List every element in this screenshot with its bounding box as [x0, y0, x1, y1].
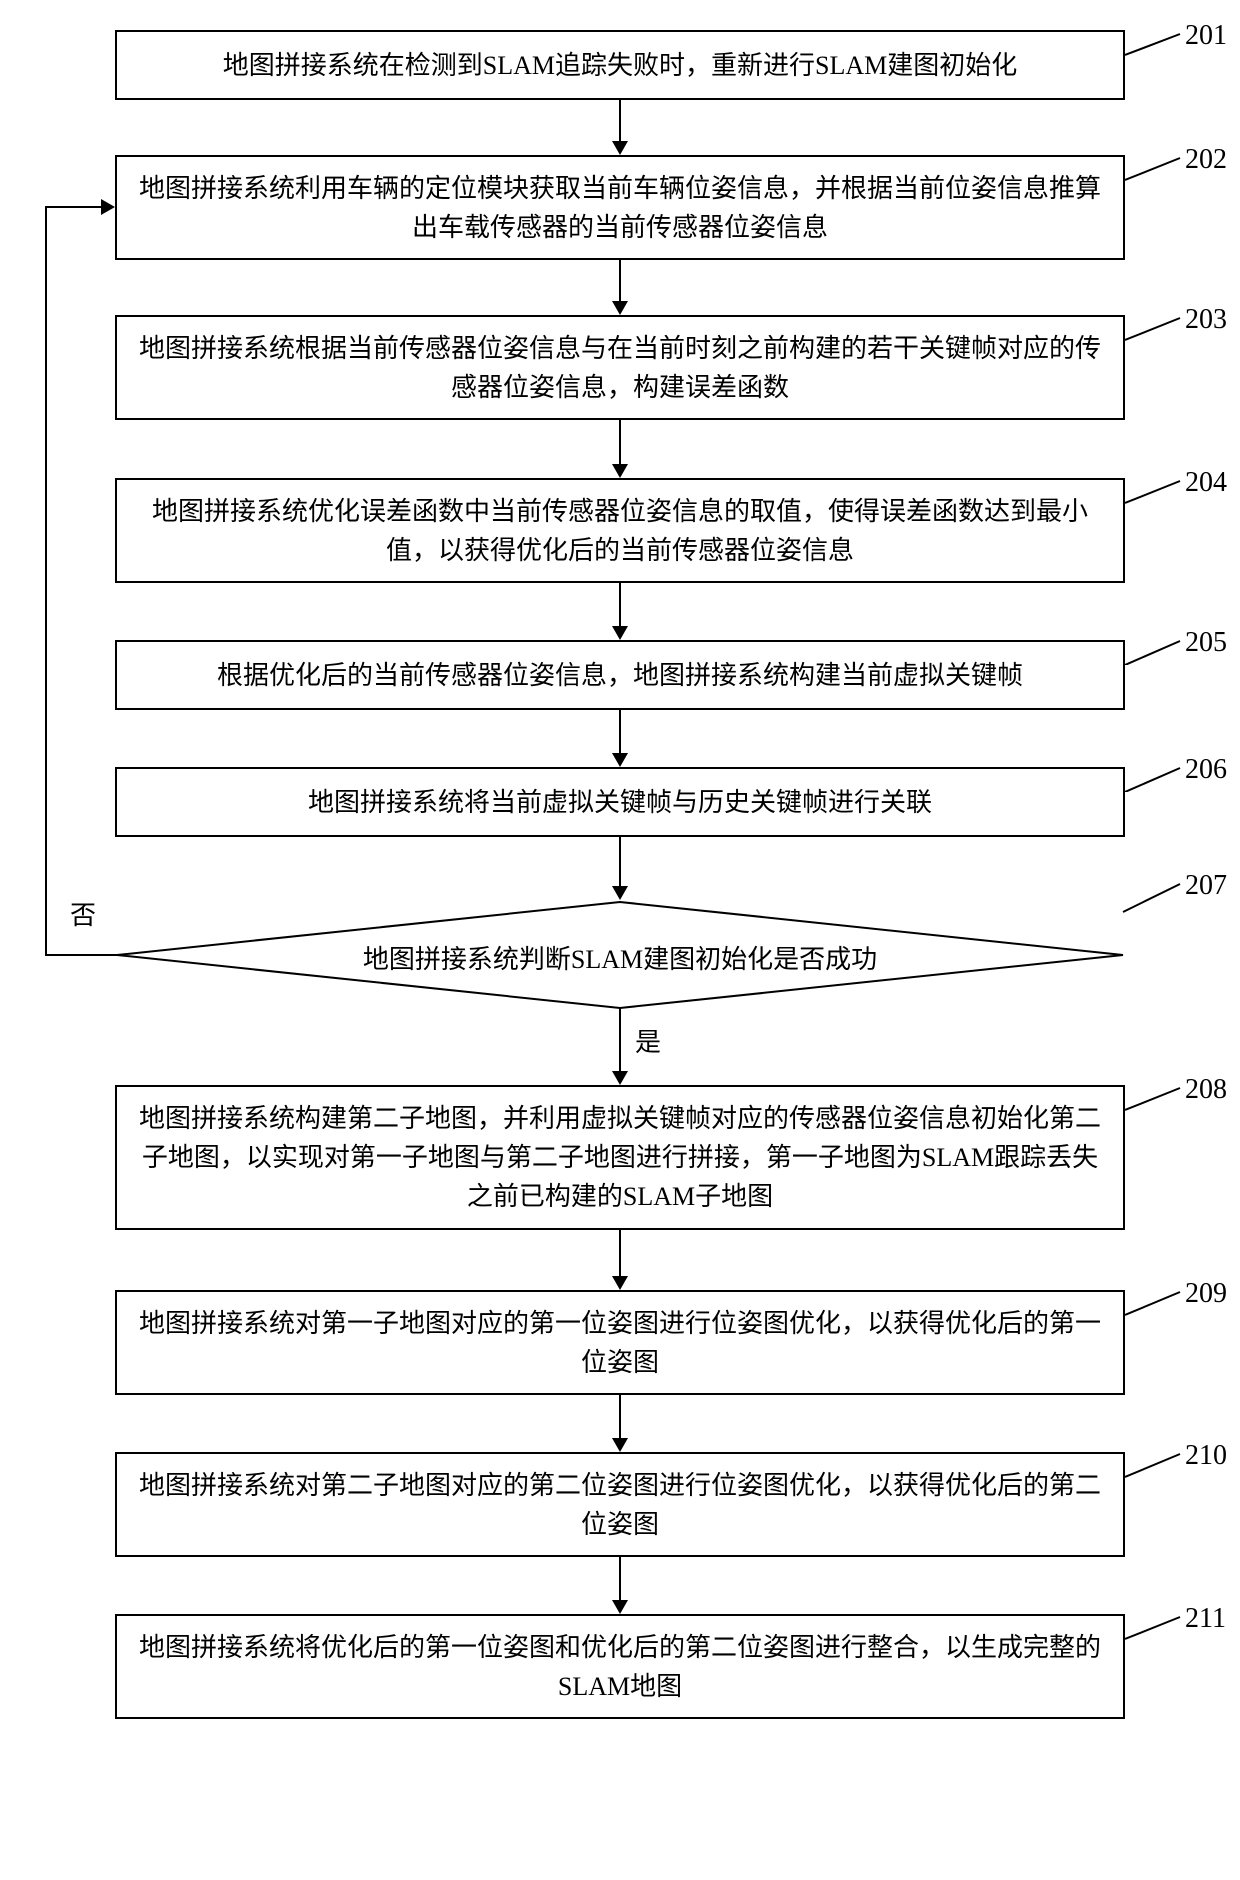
step-206-box: 地图拼接系统将当前虚拟关键帧与历史关键帧进行关联: [115, 767, 1125, 837]
step-211-text: 地图拼接系统将优化后的第一位姿图和优化后的第二位姿图进行整合，以生成完整的SLA…: [137, 1628, 1103, 1706]
lead-line-207: [1118, 878, 1183, 916]
lead-line-203: [1125, 312, 1185, 342]
step-207-text: 地图拼接系统判断SLAM建图初始化是否成功: [115, 940, 1125, 979]
lead-line-211: [1125, 1611, 1185, 1641]
step-208-text: 地图拼接系统构建第二子地图，并利用虚拟关键帧对应的传感器位姿信息初始化第二子地图…: [137, 1099, 1103, 1216]
lead-line-210: [1125, 1448, 1185, 1478]
arrow-203-204: [619, 420, 621, 465]
step-203-box: 地图拼接系统根据当前传感器位姿信息与在当前时刻之前构建的若干关键帧对应的传感器位…: [115, 315, 1125, 420]
step-204-text: 地图拼接系统优化误差函数中当前传感器位姿信息的取值，使得误差函数达到最小值，以获…: [137, 492, 1103, 570]
lead-line-206: [1125, 762, 1185, 792]
lead-line-201: [1125, 28, 1185, 58]
step-202-label: 202: [1185, 144, 1227, 176]
loop-arrow-head: [101, 199, 115, 215]
branch-yes-label: 是: [635, 1022, 661, 1059]
arrow-206-207: [619, 837, 621, 887]
loop-h2: [45, 206, 102, 208]
branch-no-label: 否: [70, 895, 96, 932]
arrow-head-208-209: [612, 1276, 628, 1290]
arrow-204-205: [619, 583, 621, 627]
arrow-head-209-210: [612, 1438, 628, 1452]
step-201-label: 201: [1185, 20, 1227, 52]
step-210-box: 地图拼接系统对第二子地图对应的第二位姿图进行位姿图优化，以获得优化后的第二位姿图: [115, 1452, 1125, 1557]
arrow-head-205-206: [612, 753, 628, 767]
step-204-label: 204: [1185, 467, 1227, 499]
step-209-label: 209: [1185, 1278, 1227, 1310]
arrow-201-202: [619, 100, 621, 142]
arrow-205-206: [619, 710, 621, 754]
arrow-209-210: [619, 1395, 621, 1439]
step-205-label: 205: [1185, 627, 1227, 659]
flowchart-container: 地图拼接系统在检测到SLAM追踪失败时，重新进行SLAM建图初始化 201 地图…: [0, 0, 1240, 1880]
lead-line-209: [1125, 1286, 1185, 1316]
arrow-head-202-203: [612, 301, 628, 315]
step-202-text: 地图拼接系统利用车辆的定位模块获取当前车辆位姿信息，并根据当前位姿信息推算出车载…: [137, 169, 1103, 247]
loop-h1: [45, 954, 117, 956]
step-202-box: 地图拼接系统利用车辆的定位模块获取当前车辆位姿信息，并根据当前位姿信息推算出车载…: [115, 155, 1125, 260]
arrow-202-203: [619, 260, 621, 302]
arrow-head-210-211: [612, 1600, 628, 1614]
step-211-label: 211: [1185, 1603, 1226, 1635]
step-205-text: 根据优化后的当前传感器位姿信息，地图拼接系统构建当前虚拟关键帧: [217, 656, 1023, 695]
step-204-box: 地图拼接系统优化误差函数中当前传感器位姿信息的取值，使得误差函数达到最小值，以获…: [115, 478, 1125, 583]
step-207-label: 207: [1185, 870, 1227, 902]
step-205-box: 根据优化后的当前传感器位姿信息，地图拼接系统构建当前虚拟关键帧: [115, 640, 1125, 710]
step-201-text: 地图拼接系统在检测到SLAM追踪失败时，重新进行SLAM建图初始化: [223, 46, 1017, 85]
arrow-210-211: [619, 1557, 621, 1601]
step-211-box: 地图拼接系统将优化后的第一位姿图和优化后的第二位姿图进行整合，以生成完整的SLA…: [115, 1614, 1125, 1719]
arrow-head-203-204: [612, 464, 628, 478]
arrow-head-206-207: [612, 886, 628, 900]
arrow-208-209: [619, 1230, 621, 1277]
step-209-text: 地图拼接系统对第一子地图对应的第一位姿图进行位姿图优化，以获得优化后的第一位姿图: [137, 1304, 1103, 1382]
step-206-label: 206: [1185, 754, 1227, 786]
step-210-text: 地图拼接系统对第二子地图对应的第二位姿图进行位姿图优化，以获得优化后的第二位姿图: [137, 1466, 1103, 1544]
step-206-text: 地图拼接系统将当前虚拟关键帧与历史关键帧进行关联: [308, 783, 932, 822]
arrow-207-208: [619, 1008, 621, 1072]
arrow-head-204-205: [612, 626, 628, 640]
arrow-head-207-208: [612, 1071, 628, 1085]
lead-line-208: [1125, 1082, 1185, 1112]
step-208-box: 地图拼接系统构建第二子地图，并利用虚拟关键帧对应的传感器位姿信息初始化第二子地图…: [115, 1085, 1125, 1230]
step-201-box: 地图拼接系统在检测到SLAM追踪失败时，重新进行SLAM建图初始化: [115, 30, 1125, 100]
lead-line-202: [1125, 152, 1185, 182]
step-210-label: 210: [1185, 1440, 1227, 1472]
arrow-head-201-202: [612, 141, 628, 155]
lead-line-205: [1125, 635, 1185, 665]
step-208-label: 208: [1185, 1074, 1227, 1106]
step-203-text: 地图拼接系统根据当前传感器位姿信息与在当前时刻之前构建的若干关键帧对应的传感器位…: [137, 329, 1103, 407]
step-209-box: 地图拼接系统对第一子地图对应的第一位姿图进行位姿图优化，以获得优化后的第一位姿图: [115, 1290, 1125, 1395]
lead-line-204: [1125, 475, 1185, 505]
step-203-label: 203: [1185, 304, 1227, 336]
loop-v: [45, 206, 47, 956]
